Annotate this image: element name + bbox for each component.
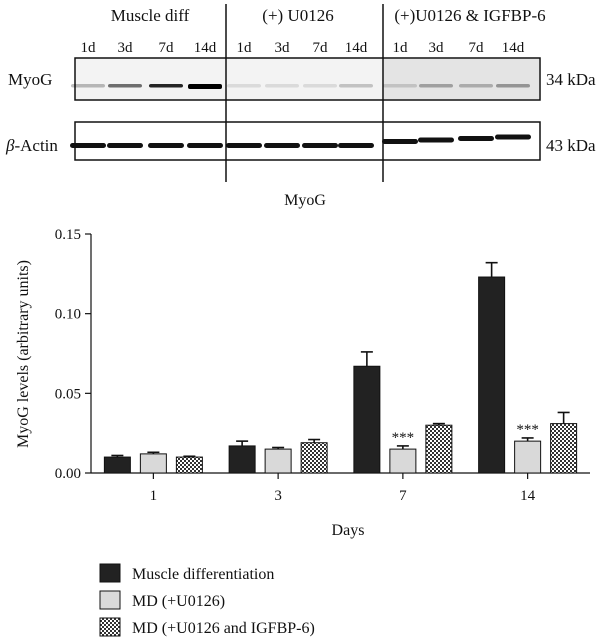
myog-band [383,84,417,88]
y-tick-label: 0.10 [55,307,81,323]
actin-band [70,143,106,148]
bar [103,456,131,474]
actin-band [107,143,143,148]
bar [478,276,506,474]
lane-label: 3d [429,40,445,56]
myog-band [227,84,261,88]
actin-band [148,143,184,148]
actin-band [302,143,338,148]
myog-band [303,84,337,88]
legend: Muscle differentiation MD (+U0126) MD (+U0… [99,563,315,637]
legend-label: MD (+U0126 and IGFBP-6) [132,620,315,637]
myog-band [71,84,105,88]
lane-label: 14d [194,40,217,56]
actin-greek-prefix: β [5,136,15,155]
myog-row-label: MyoG [8,70,52,89]
legend-label: Muscle differentiation [132,566,274,583]
actin-row-label: β-Actin [5,136,58,155]
actin-kda-label: 43 kDa [546,136,596,155]
actin-band [382,139,418,144]
bar [514,440,542,474]
blot-group-label: Muscle diff [111,6,190,25]
actin-band [458,136,494,141]
legend-label: MD (+U0126) [132,593,225,610]
bar [264,448,292,474]
lane-label: 14d [345,40,368,56]
significance-marker: *** [516,422,539,438]
myog-band [339,84,373,88]
bar [175,456,203,474]
bar [228,445,256,474]
y-tick-label: 0.05 [55,386,81,402]
myog-kda-label: 34 kDa [546,70,596,89]
x-axis-label: Days [332,522,365,539]
myog-band [459,84,493,88]
actin-band [226,143,262,148]
y-tick-label: 0.15 [55,227,81,243]
myog-band [419,84,453,88]
actin-band [495,134,531,140]
lane-label: 1d [81,40,97,56]
lane-label: 7d [313,40,329,56]
y-tick-label: 0.00 [55,466,81,482]
blot-group-label: (+) U0126 [262,6,333,25]
myog-band [265,84,299,88]
legend-swatch [99,617,121,637]
lane-label: 1d [237,40,253,56]
x-tick-label: 1 [150,488,158,504]
myog-blot-bg-shade [383,59,539,99]
western-blot: Muscle diff (+) U0126 (+)U0126 & IGFBP-6… [5,4,596,182]
lane-label: 7d [159,40,175,56]
x-tick-label: 7 [399,488,407,504]
myog-band [108,84,142,88]
legend-swatch [99,590,121,610]
x-tick-label: 14 [520,488,536,504]
bar [139,453,167,474]
bar [425,424,453,474]
myog-band [496,84,530,88]
x-tick-label: 3 [274,488,282,504]
lane-label: 1d [393,40,409,56]
significance-marker: *** [392,430,415,446]
lane-label: 3d [275,40,291,56]
blot-group-label: (+)U0126 & IGFBP-6 [394,6,545,25]
bar-chart: 0.00 0.05 0.10 0.15 1 3 7 14 *** *** [55,227,590,504]
bar [353,365,381,474]
actin-band [418,137,454,143]
actin-band [338,143,374,148]
lane-label: 14d [502,40,525,56]
actin-band [187,143,223,148]
lane-label: 7d [469,40,485,56]
y-axis-label: MyoG levels (arbitrary units) [15,260,32,448]
bar [300,442,328,474]
lane-label: 3d [118,40,134,56]
bar [550,423,578,474]
legend-swatch [99,563,121,583]
bar [389,448,417,474]
actin-row-label-text: -Actin [14,136,58,155]
actin-band [264,143,300,148]
myog-band [188,84,222,89]
chart-title: MyoG [284,192,326,209]
myog-band [149,84,183,88]
